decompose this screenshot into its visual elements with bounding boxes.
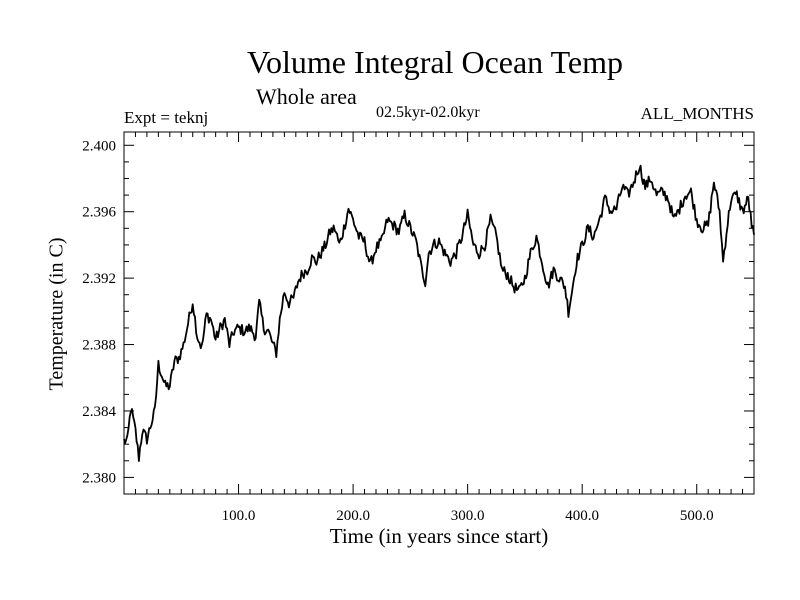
chart-subtitle: Whole area — [256, 84, 357, 109]
months-label: ALL_MONTHS — [640, 104, 754, 123]
x-tick-label: 500.0 — [680, 508, 714, 524]
plot-frame — [123, 131, 755, 495]
y-tick-label: 2.400 — [82, 138, 116, 154]
axis-ticks — [124, 132, 754, 494]
x-axis-label: Time (in years since start) — [329, 524, 549, 548]
temperature-series-line — [123, 164, 755, 462]
chart-title: Volume Integral Ocean Temp — [246, 44, 623, 80]
y-tick-label: 2.380 — [82, 470, 116, 486]
x-tick-label: 200.0 — [336, 508, 370, 524]
x-tick-label: 300.0 — [451, 508, 485, 524]
x-tick-label: 400.0 — [565, 508, 599, 524]
experiment-label: Expt = teknj — [124, 108, 209, 127]
y-tick-label: 2.388 — [82, 338, 116, 354]
x-tick-label: 100.0 — [222, 508, 256, 524]
axis-tick-labels: 100.0 200.0 300.0 400.0 500.0 2.380 2.384 2.388… — [82, 138, 713, 524]
y-tick-label: 2.392 — [82, 271, 116, 287]
y-tick-label: 2.384 — [82, 404, 116, 420]
period-label: 02.5kyr-02.0kyr — [376, 104, 480, 121]
y-tick-label: 2.396 — [82, 205, 116, 221]
